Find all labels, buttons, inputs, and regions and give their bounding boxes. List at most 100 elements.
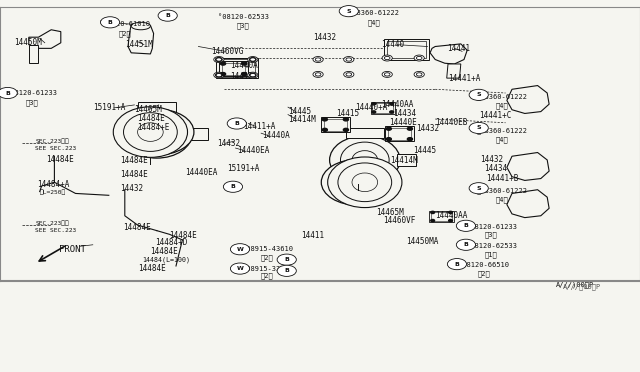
Text: 14441+C: 14441+C bbox=[479, 111, 511, 120]
Circle shape bbox=[214, 72, 224, 78]
Text: S: S bbox=[476, 125, 481, 131]
Circle shape bbox=[431, 219, 435, 222]
Text: Ⓜ08360-61222: Ⓜ08360-61222 bbox=[477, 127, 528, 134]
Text: 14432: 14432 bbox=[416, 124, 439, 133]
Text: 14465M: 14465M bbox=[134, 105, 162, 114]
Text: B: B bbox=[5, 90, 10, 96]
Text: 14450M: 14450M bbox=[14, 38, 42, 47]
Text: 14440AA: 14440AA bbox=[435, 211, 468, 219]
Text: FRONT: FRONT bbox=[59, 245, 86, 254]
Circle shape bbox=[250, 74, 255, 77]
Text: ＜4＞: ＜4＞ bbox=[496, 102, 509, 109]
Text: B: B bbox=[463, 223, 468, 228]
Text: 14432: 14432 bbox=[218, 139, 241, 148]
Polygon shape bbox=[128, 24, 154, 54]
Text: 14445: 14445 bbox=[413, 146, 436, 155]
Text: 14432: 14432 bbox=[314, 33, 337, 42]
Bar bbox=[189, 128, 208, 140]
Bar bbox=[384, 39, 429, 60]
Circle shape bbox=[0, 87, 17, 99]
Text: 14434: 14434 bbox=[484, 164, 507, 173]
Text: ＜2＞: ＜2＞ bbox=[261, 254, 274, 261]
Ellipse shape bbox=[122, 110, 192, 158]
Polygon shape bbox=[430, 44, 467, 64]
Text: 15191+A: 15191+A bbox=[227, 164, 260, 173]
Bar bbox=[219, 61, 248, 76]
Text: 14484E: 14484E bbox=[150, 247, 178, 256]
Circle shape bbox=[382, 71, 392, 77]
Text: 14440A: 14440A bbox=[230, 61, 258, 70]
Text: W: W bbox=[237, 266, 243, 271]
Circle shape bbox=[469, 89, 488, 100]
Circle shape bbox=[220, 62, 226, 65]
Circle shape bbox=[323, 118, 328, 121]
Circle shape bbox=[223, 181, 243, 192]
Ellipse shape bbox=[113, 107, 188, 157]
Circle shape bbox=[469, 122, 488, 134]
Text: 14414M: 14414M bbox=[390, 156, 418, 165]
Circle shape bbox=[417, 57, 422, 60]
Text: B: B bbox=[463, 242, 468, 247]
Bar bbox=[388, 128, 412, 140]
Circle shape bbox=[449, 211, 452, 214]
Circle shape bbox=[158, 10, 177, 21]
Text: SEC.223参照: SEC.223参照 bbox=[35, 138, 69, 144]
Polygon shape bbox=[29, 45, 38, 63]
Circle shape bbox=[277, 265, 296, 276]
Text: S: S bbox=[346, 9, 351, 14]
Bar bbox=[429, 211, 454, 222]
Text: 14411: 14411 bbox=[301, 231, 324, 240]
Text: B: B bbox=[165, 13, 170, 18]
Text: B: B bbox=[234, 121, 239, 126]
Text: 14440E: 14440E bbox=[389, 118, 417, 126]
Circle shape bbox=[372, 111, 376, 113]
Polygon shape bbox=[29, 30, 61, 48]
Text: 14415: 14415 bbox=[336, 109, 359, 118]
Text: ＜2＞: ＜2＞ bbox=[118, 30, 131, 37]
Text: °08120-61233: °08120-61233 bbox=[6, 90, 58, 96]
Text: ＜4＞: ＜4＞ bbox=[496, 196, 509, 203]
Text: S: S bbox=[476, 186, 481, 191]
Text: 14450MA: 14450MA bbox=[406, 237, 439, 246]
Circle shape bbox=[372, 103, 376, 105]
Circle shape bbox=[469, 183, 488, 194]
Circle shape bbox=[313, 57, 323, 62]
Circle shape bbox=[390, 111, 394, 113]
Circle shape bbox=[449, 219, 452, 222]
Circle shape bbox=[250, 73, 256, 77]
Circle shape bbox=[242, 73, 247, 76]
Text: 14432: 14432 bbox=[120, 185, 143, 193]
Ellipse shape bbox=[321, 159, 396, 205]
Circle shape bbox=[216, 58, 222, 61]
Text: 14484E: 14484E bbox=[120, 170, 148, 179]
Text: 14484E: 14484E bbox=[138, 264, 166, 273]
Polygon shape bbox=[507, 190, 549, 218]
Ellipse shape bbox=[120, 109, 194, 155]
Polygon shape bbox=[507, 153, 549, 180]
Text: B: B bbox=[454, 262, 460, 267]
Text: B: B bbox=[230, 184, 236, 189]
Text: ＜4＞: ＜4＞ bbox=[368, 19, 381, 26]
Circle shape bbox=[456, 220, 476, 231]
Text: °08120-62533: °08120-62533 bbox=[466, 243, 517, 249]
Text: 14451M: 14451M bbox=[125, 40, 152, 49]
Text: °08120-62533: °08120-62533 bbox=[218, 14, 269, 20]
Text: SEC.223参照: SEC.223参照 bbox=[35, 220, 69, 226]
Circle shape bbox=[227, 118, 246, 129]
Circle shape bbox=[343, 118, 349, 121]
Text: ＜1＞: ＜1＞ bbox=[485, 251, 498, 258]
Circle shape bbox=[214, 57, 224, 62]
Bar bbox=[222, 63, 245, 75]
Circle shape bbox=[344, 71, 354, 77]
Circle shape bbox=[216, 74, 221, 77]
Circle shape bbox=[316, 73, 321, 76]
Text: Ⓜ08360-61222: Ⓜ08360-61222 bbox=[477, 93, 528, 100]
Text: 15191+A: 15191+A bbox=[93, 103, 125, 112]
Text: 14484+E: 14484+E bbox=[138, 123, 170, 132]
Bar bbox=[324, 119, 348, 131]
Text: 14434: 14434 bbox=[394, 109, 417, 118]
Bar bbox=[321, 117, 350, 132]
Circle shape bbox=[346, 73, 351, 76]
Text: 14460VG: 14460VG bbox=[211, 47, 244, 56]
Text: 14484(L=100): 14484(L=100) bbox=[142, 256, 190, 263]
